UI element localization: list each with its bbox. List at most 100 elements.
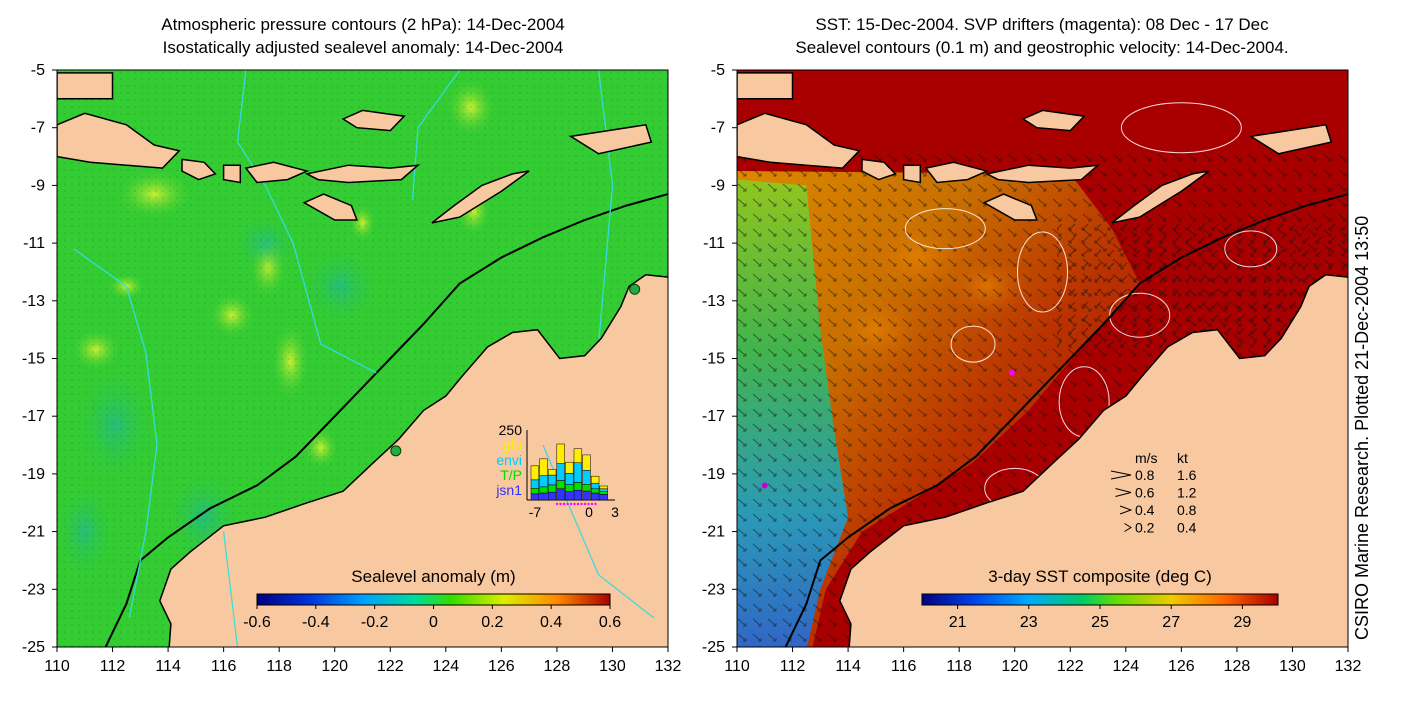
y-tick-label: -13 — [22, 293, 45, 310]
inset-bar-gfo — [556, 443, 565, 464]
x-tick-label: 112 — [100, 658, 126, 675]
drifter-track — [1008, 369, 1015, 376]
inset-cycle-marker — [576, 502, 580, 506]
left-title-line2: Isostatically adjusted sealevel anomaly:… — [162, 38, 564, 57]
pressure-contour — [411, 70, 461, 200]
y-tick-label: -11 — [23, 235, 45, 252]
colorbar-label: Sealevel anomaly (m) — [351, 567, 515, 586]
island-landmass — [57, 72, 114, 100]
x-tick-label: 126 — [1168, 658, 1195, 675]
shelf-contour — [104, 193, 668, 647]
island-landmass — [341, 109, 406, 132]
inset-bar-jsn1 — [556, 488, 565, 501]
inset-bar-envi — [573, 462, 583, 483]
inset-bar-jsn1 — [582, 490, 591, 501]
island-landmass — [902, 164, 922, 184]
drifter-track — [761, 482, 768, 489]
y-tick-label: -17 — [22, 408, 45, 425]
colorbar-tick-label: 25 — [1091, 614, 1109, 631]
inset-cycle-marker — [559, 502, 562, 506]
inset-y-tick-label: 250 — [499, 422, 523, 438]
inset-cycle-marker — [583, 502, 587, 506]
inset-bar-tp — [539, 486, 548, 494]
colorbar-tick-label: -0.6 — [243, 614, 271, 631]
x-tick-label: 130 — [1279, 658, 1306, 675]
velocity-key-arrow — [1124, 523, 1132, 532]
sealevel-contour — [1109, 292, 1171, 338]
inset-x-tick-label: 3 — [611, 504, 619, 520]
inset-bar-tp — [565, 484, 574, 492]
y-tick-label: -15 — [702, 351, 725, 368]
inset-x-tick-label: -7 — [529, 504, 542, 520]
inset-cycle-marker — [590, 502, 594, 506]
inset-bar-jsn1 — [530, 493, 540, 501]
x-tick-label: 110 — [724, 658, 750, 675]
velocity-key-arrow — [1110, 470, 1132, 480]
inset-bar-gfo — [547, 469, 557, 476]
colorbar-tick-label: 0.2 — [481, 614, 503, 631]
island-landmass — [244, 161, 310, 184]
inset-bar-jsn1 — [565, 491, 574, 501]
colorbar-tick-label: -0.4 — [302, 614, 330, 631]
island-landmass — [57, 112, 181, 169]
x-tick-label: 124 — [432, 658, 459, 675]
colorbar — [256, 593, 611, 606]
inset-bar-jsn1 — [547, 491, 557, 501]
y-tick-label: -19 — [702, 466, 725, 483]
island-landmass — [222, 164, 242, 184]
colorbar-tick-label: 0.4 — [540, 614, 562, 631]
island-landmass — [982, 193, 1038, 221]
inset-bar-gfo — [599, 485, 608, 490]
colorbar-tick-label: 21 — [949, 614, 967, 631]
inset-bar-tp — [530, 487, 540, 495]
island-landmass — [304, 164, 421, 184]
right-title-line2: Sealevel contours (0.1 m) and geostrophi… — [795, 38, 1289, 57]
shelf-contour — [784, 193, 1348, 647]
tide-gauge-marker — [390, 445, 402, 457]
y-tick-label: -9 — [31, 177, 45, 194]
y-tick-label: -5 — [31, 62, 45, 79]
x-tick-label: 118 — [266, 658, 292, 675]
inset-bar-envi — [599, 488, 608, 492]
island-landmass — [568, 123, 653, 155]
island-landmass — [737, 112, 861, 169]
inset-bar-envi — [539, 475, 548, 488]
island-landmass — [1248, 123, 1333, 155]
x-tick-label: 120 — [321, 658, 348, 675]
velocity-key-ms: 0.4 — [1135, 502, 1155, 518]
island-landmass — [861, 158, 897, 181]
y-tick-label: -15 — [22, 351, 45, 368]
x-tick-label: 124 — [1112, 658, 1139, 675]
y-tick-label: -19 — [22, 466, 45, 483]
x-tick-label: 114 — [155, 658, 181, 675]
side-credit: CSIRO Marine Research. Plotted 21-Dec-20… — [1352, 215, 1372, 640]
island-landmass — [737, 72, 794, 100]
x-tick-label: 128 — [544, 658, 571, 675]
island-landmass — [302, 193, 358, 221]
inset-legend-entry: envi — [496, 452, 522, 468]
y-tick-label: -5 — [711, 62, 725, 79]
australia-landmass — [158, 274, 668, 647]
inset-bar-tp — [590, 488, 600, 494]
colorbar-tick-label: -0.2 — [361, 614, 389, 631]
x-tick-label: 110 — [44, 658, 70, 675]
inset-bar-jsn1 — [573, 489, 583, 501]
inset-bar-jsn1 — [599, 494, 608, 501]
inset-legend-entry: gfo — [503, 437, 523, 453]
inset-legend-entry: T/P — [500, 467, 522, 483]
inset-cycle-marker — [562, 502, 566, 506]
inset-bar-envi — [590, 482, 600, 490]
inset-bar-envi — [565, 473, 574, 485]
velocity-key-kt: 1.6 — [1177, 467, 1197, 483]
inset-bar-tp — [573, 482, 583, 491]
inset-bar-gfo — [590, 475, 600, 484]
inset-cycle-marker — [594, 502, 597, 506]
x-tick-label: 114 — [835, 658, 861, 675]
inset-cycle-marker — [555, 502, 559, 506]
x-tick-label: 130 — [599, 658, 626, 675]
y-tick-label: -17 — [702, 408, 725, 425]
x-tick-label: 116 — [891, 658, 917, 675]
inset-bar-jsn1 — [539, 492, 548, 501]
y-tick-label: -21 — [702, 524, 725, 541]
